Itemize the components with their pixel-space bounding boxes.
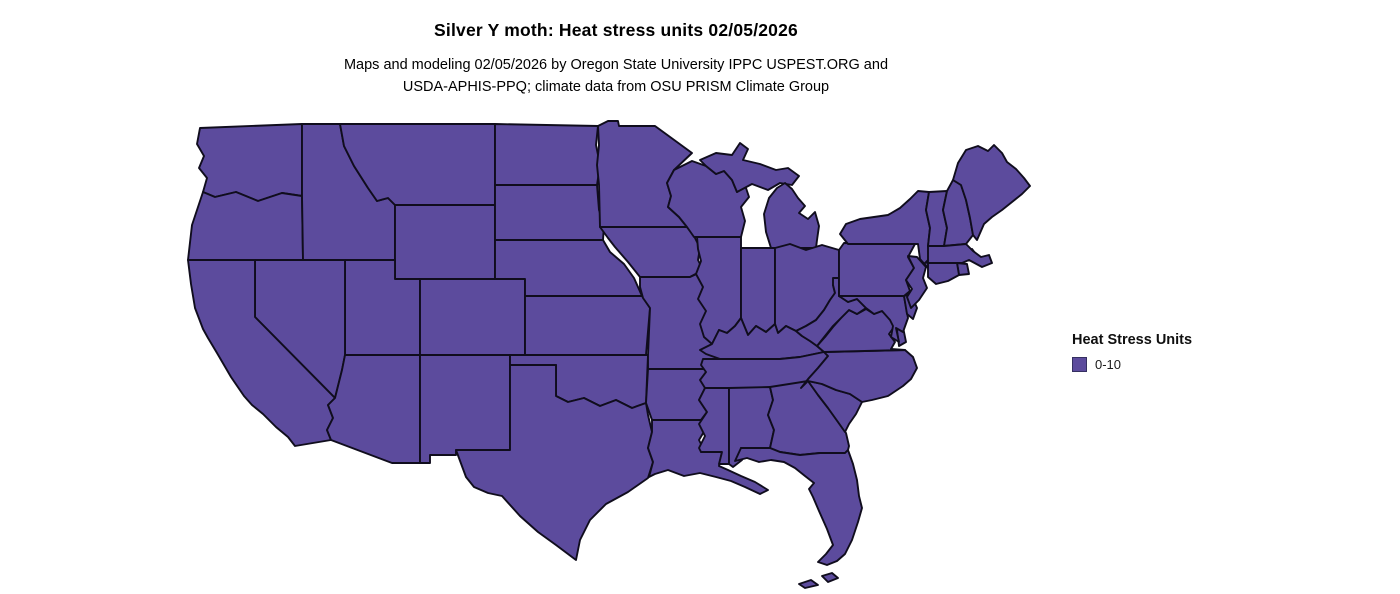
state-az <box>326 354 421 464</box>
state-pa <box>838 242 916 297</box>
state-sd <box>494 184 605 241</box>
figure-subtitle-line1: Maps and modeling 02/05/2026 by Oregon S… <box>343 57 889 73</box>
state-mi-upper-peninsula <box>699 142 800 193</box>
state-ct <box>927 262 960 285</box>
state-co <box>419 278 526 356</box>
state-fl-keys-west <box>798 579 819 589</box>
state-or <box>187 191 304 261</box>
state-in <box>740 247 776 336</box>
state-nm <box>419 354 511 464</box>
legend-swatch <box>1072 357 1087 372</box>
state-wy <box>394 204 496 280</box>
state-nc <box>800 349 918 403</box>
state-wa <box>196 123 303 202</box>
state-ne <box>494 239 643 297</box>
state-mi-lower-peninsula <box>763 182 820 249</box>
figure-title: Silver Y moth: Heat stress units 02/05/2… <box>434 20 798 40</box>
figure-subtitle-line2: USDA-APHIS-PPQ; climate data from OSU PR… <box>402 79 830 95</box>
legend-title: Heat Stress Units <box>1072 332 1193 348</box>
legend-item-label: 0-10 <box>1095 357 1122 372</box>
state-vt <box>925 190 948 247</box>
state-fl-keys-east <box>821 572 839 583</box>
figure-subtitle: Maps and modeling 02/05/2026 by Oregon S… <box>0 54 1232 98</box>
state-md <box>838 295 909 343</box>
state-nd <box>494 123 601 186</box>
state-ks <box>524 295 651 356</box>
state-fl <box>734 447 863 566</box>
state-me <box>952 144 1031 241</box>
state-ms <box>698 387 730 465</box>
figure-header: Silver Y moth: Heat stress units 02/05/2… <box>0 0 1232 98</box>
state-tx <box>455 364 654 561</box>
legend-item: 0-10 <box>1072 357 1192 372</box>
legend: Heat Stress Units 0-10 <box>1072 332 1192 372</box>
